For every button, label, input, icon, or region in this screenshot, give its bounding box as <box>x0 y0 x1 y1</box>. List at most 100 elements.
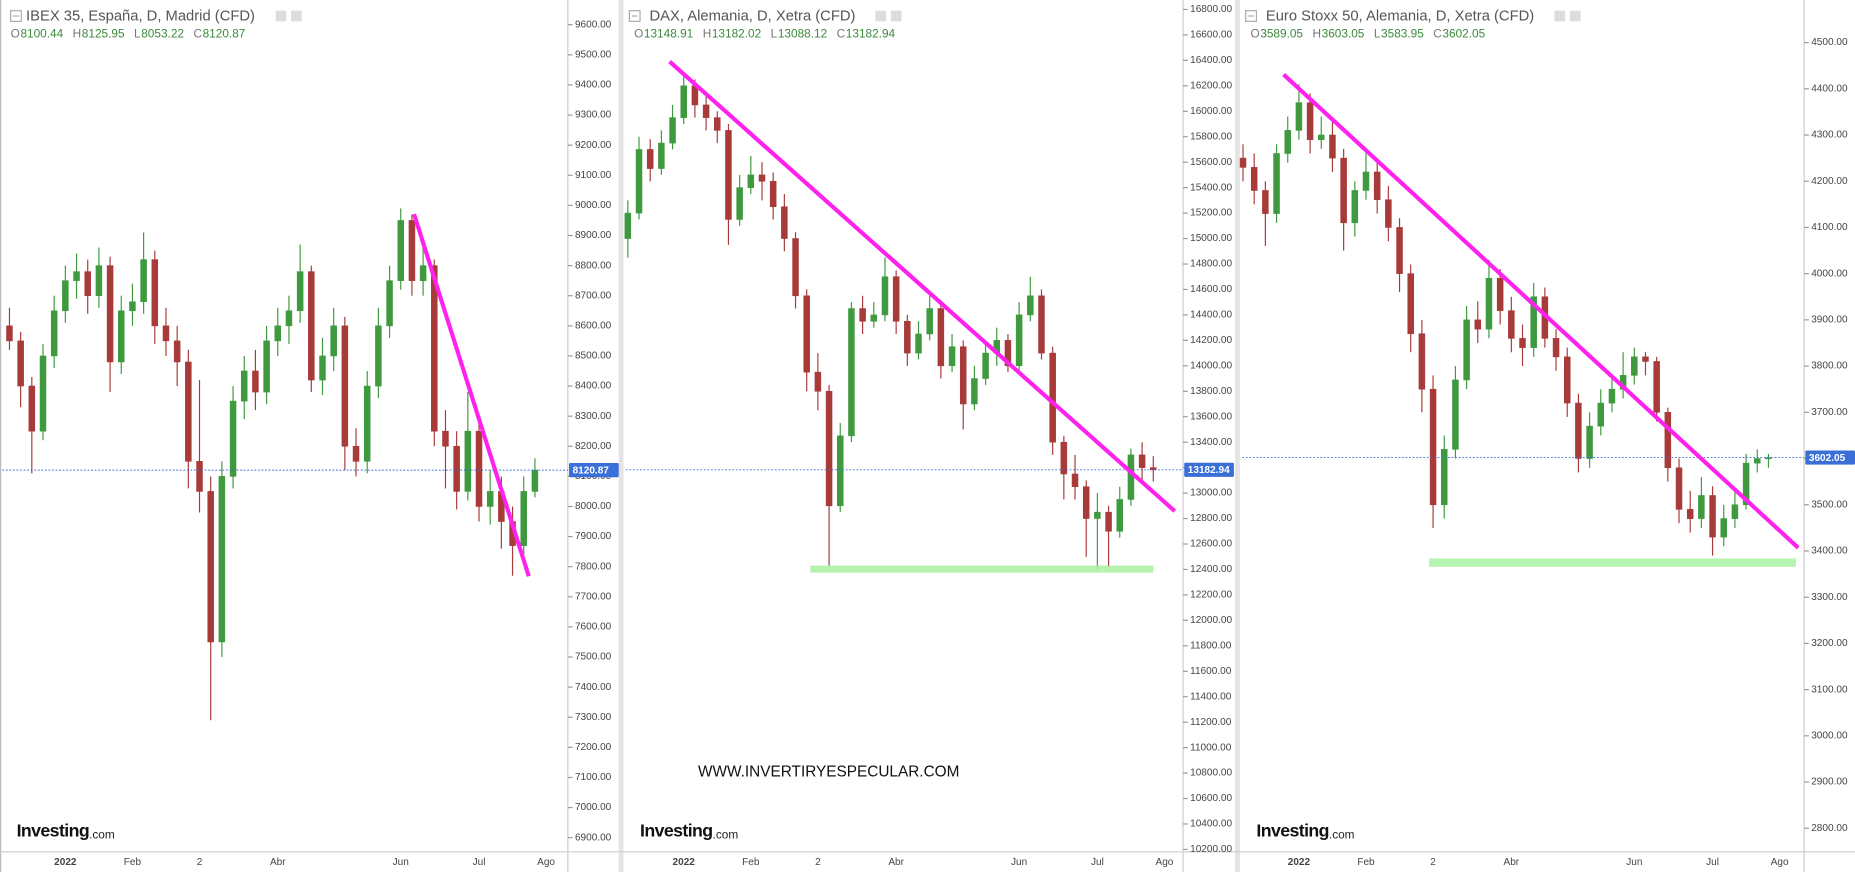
support-zone <box>810 565 1154 573</box>
x-tick-label: 2 <box>197 857 203 868</box>
x-tick-label: Abr <box>1504 857 1520 868</box>
y-tick-label: 14000.00 <box>1190 360 1232 371</box>
candle-body <box>129 301 136 312</box>
candle-body <box>352 445 360 462</box>
watermark: Investing <box>1256 820 1329 840</box>
y-tick-label: 11600.00 <box>1190 666 1232 677</box>
candle-body <box>397 220 405 281</box>
y-tick-label: 14200.00 <box>1190 335 1232 346</box>
y-tick-label: 10400.00 <box>1190 819 1232 830</box>
candle-body <box>1295 102 1303 131</box>
y-tick-label: 4100.00 <box>1811 222 1848 233</box>
candle-body <box>84 271 91 297</box>
y-tick-label: 3300.00 <box>1811 592 1848 603</box>
y-tick-label: 8000.00 <box>575 501 612 512</box>
candle-body <box>1742 462 1750 506</box>
y-tick-label: 16400.00 <box>1190 55 1232 66</box>
ohlc-key: O <box>11 26 20 40</box>
ohlc-value: 8100.44 <box>20 26 63 40</box>
ohlc-value: 13182.94 <box>846 26 896 40</box>
candle-body <box>296 271 304 312</box>
y-tick-label: 4200.00 <box>1811 176 1848 187</box>
candle-body <box>904 320 911 354</box>
y-tick-label: 15600.00 <box>1190 157 1232 168</box>
y-tick-label: 12600.00 <box>1190 539 1232 550</box>
candle-body <box>1586 425 1593 459</box>
ohlc-value: 3603.05 <box>1322 26 1365 40</box>
y-tick-label: 12200.00 <box>1190 590 1232 601</box>
y-tick-label: 11200.00 <box>1190 717 1232 728</box>
candle-body <box>1340 157 1347 224</box>
y-tick-label: 7200.00 <box>575 742 612 753</box>
candle-body <box>803 295 810 373</box>
x-tick-label: Jun <box>1011 857 1027 868</box>
site-annotation: WWW.INVERTIRYESPECULAR.COM <box>698 764 959 781</box>
y-tick-label: 15400.00 <box>1190 182 1232 193</box>
ohlc-value: 3589.05 <box>1260 26 1303 40</box>
y-tick-label: 15200.00 <box>1190 208 1232 219</box>
candle-body <box>308 271 315 381</box>
candle-body <box>1015 314 1023 367</box>
candle-body <box>1049 352 1056 443</box>
y-tick-label: 10200.00 <box>1190 844 1232 855</box>
candle-body <box>1094 511 1101 519</box>
y-tick-label: 3900.00 <box>1811 315 1848 326</box>
candle-body <box>95 265 103 297</box>
candle-body <box>1519 338 1526 348</box>
x-tick-label: 2022 <box>54 857 77 868</box>
ohlc-key: C <box>1433 26 1442 40</box>
candle-body <box>646 149 654 169</box>
y-tick-label: 3500.00 <box>1811 499 1848 510</box>
y-tick-label: 14400.00 <box>1190 310 1232 321</box>
last-price-label: 3602.05 <box>1809 453 1846 464</box>
candle-body <box>848 308 855 437</box>
ohlc-value: 8125.95 <box>82 26 125 40</box>
last-price-tag <box>1805 450 1855 465</box>
candle-body <box>1485 277 1493 330</box>
candle-body <box>274 325 282 342</box>
y-tick-label: 8300.00 <box>575 411 612 422</box>
support-zone <box>1429 558 1796 567</box>
x-tick-label: 2 <box>1430 857 1436 868</box>
y-tick-label: 4400.00 <box>1811 83 1848 94</box>
y-tick-label: 4300.00 <box>1811 130 1848 141</box>
candle-body <box>1407 273 1414 335</box>
y-tick-label: 8600.00 <box>575 320 612 331</box>
candle-body <box>162 325 170 342</box>
candle-body <box>62 280 69 312</box>
candle-body <box>736 187 743 220</box>
y-tick-label: 7800.00 <box>575 561 612 572</box>
x-tick-label: Feb <box>1357 857 1375 868</box>
candle-body <box>1731 504 1739 519</box>
header-buttons[interactable] <box>275 10 1581 22</box>
y-tick-label: 7600.00 <box>575 622 612 633</box>
candle-body <box>769 180 777 208</box>
y-tick-label: 3100.00 <box>1811 684 1848 695</box>
y-tick-label: 14600.00 <box>1190 284 1232 295</box>
candle-body <box>1071 473 1079 488</box>
candle-body <box>229 400 237 477</box>
candle-body <box>1496 277 1504 311</box>
candle-body <box>1429 388 1437 506</box>
chart-title: DAX, Alemania, D, Xetra (CFD) <box>649 9 855 25</box>
y-tick-label: 11800.00 <box>1190 640 1232 651</box>
candle-body <box>196 461 203 492</box>
candle-body <box>252 370 259 393</box>
candle-body <box>1608 388 1616 404</box>
y-tick-label: 7500.00 <box>575 652 612 663</box>
candle-body <box>836 435 844 507</box>
y-tick-label: 9400.00 <box>575 80 612 91</box>
candle-body <box>915 333 922 354</box>
panel-divider <box>1235 0 1240 872</box>
last-price-tag <box>1184 462 1234 477</box>
candle-body <box>982 352 989 379</box>
y-tick-label: 8700.00 <box>575 290 612 301</box>
last-price-label: 8120.87 <box>573 465 610 476</box>
candle-body <box>1642 356 1649 362</box>
candle-body <box>1329 134 1336 159</box>
watermark-suffix: .com <box>1329 827 1355 841</box>
candle-body <box>240 370 248 402</box>
watermark: Investing <box>640 820 713 840</box>
candle-body <box>1082 486 1090 519</box>
